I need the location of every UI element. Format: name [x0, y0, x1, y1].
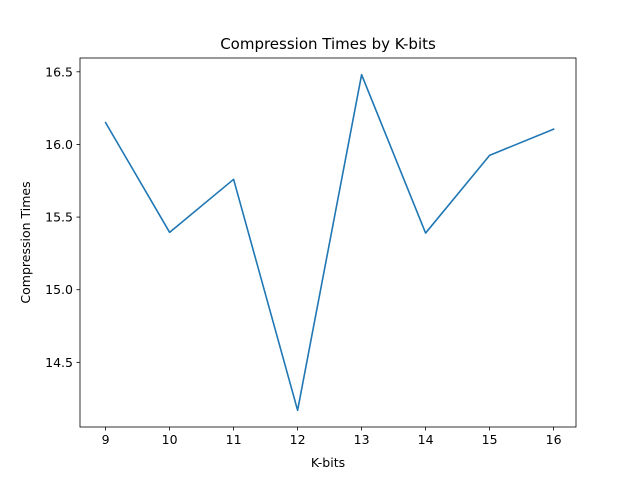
series-layer: [104, 73, 555, 412]
y-axis-label: Compression Times: [18, 181, 33, 303]
y-tick-label: 16.5: [45, 64, 73, 79]
y-tick-label: 14.5: [45, 355, 73, 370]
x-axis-label: K-bits: [311, 455, 345, 470]
x-tick-label: 13: [354, 432, 370, 447]
x-tick-label: 9: [102, 432, 110, 447]
x-tick-label: 10: [162, 432, 178, 447]
y-tick-label: 16.0: [45, 137, 73, 152]
y-tick-label: 15.0: [45, 282, 73, 297]
y-axis-ticks: 14.5 15.0 15.5 16.0 16.5: [45, 64, 80, 370]
x-tick-label: 14: [418, 432, 434, 447]
plot-frame: [79, 57, 577, 428]
y-tick-label: 15.5: [45, 210, 73, 225]
x-tick-label: 16: [546, 432, 562, 447]
series-line: [104, 73, 555, 412]
plot-area: [80, 58, 576, 427]
x-axis-ticks: 9 10 11 12 13 14 15 16: [102, 427, 562, 447]
chart-title: Compression Times by K-bits: [220, 35, 436, 53]
x-tick-label: 11: [226, 432, 242, 447]
x-tick-label: 15: [482, 432, 498, 447]
x-tick-label: 12: [290, 432, 306, 447]
